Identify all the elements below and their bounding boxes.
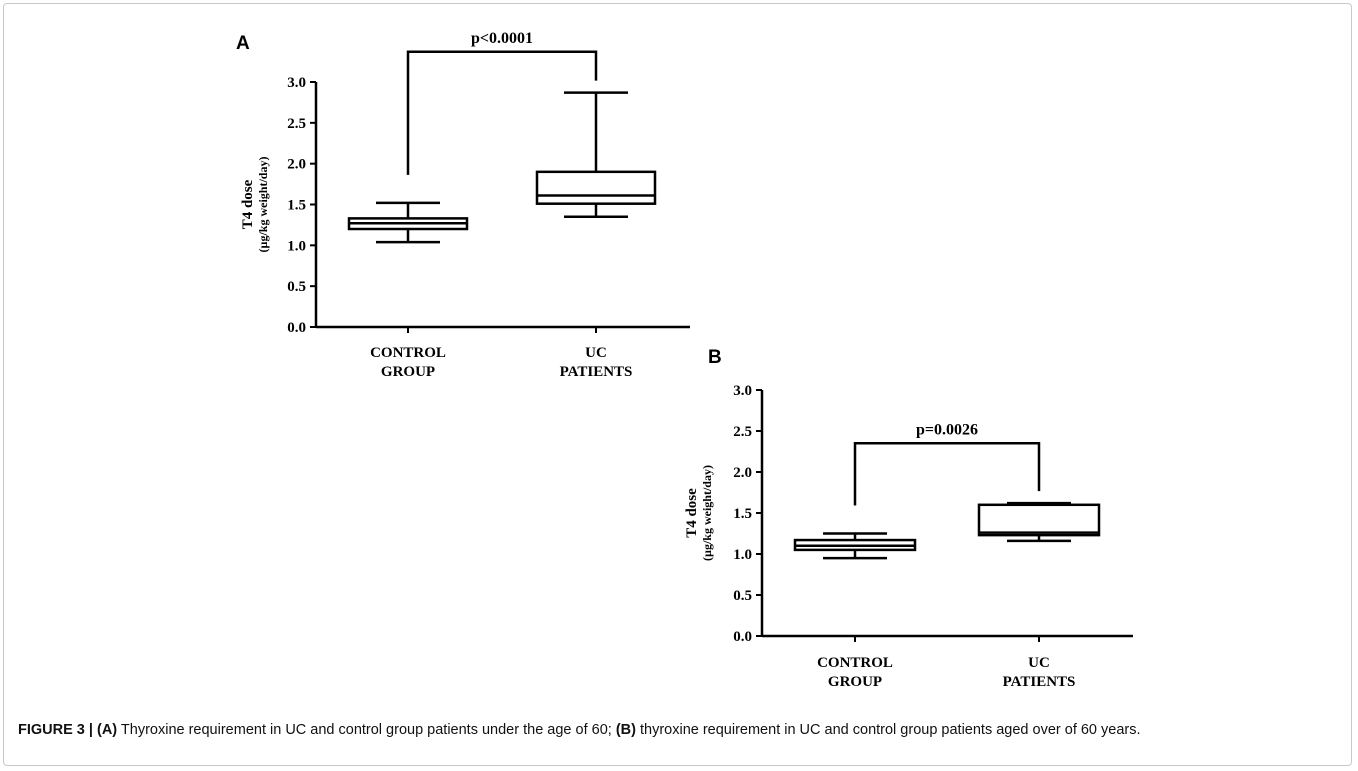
y-tick-label: 2.5 [733, 424, 752, 440]
y-tick-label: 0.0 [287, 320, 306, 336]
bracket-line [406, 50, 598, 175]
y-tick-label: 1.0 [733, 547, 752, 563]
significance-bracket: p<0.0001 [406, 30, 598, 175]
x-category-label: CONTROL [817, 655, 893, 671]
y-tick-label: 0.0 [733, 629, 752, 645]
p-value-label: p=0.0026 [916, 421, 978, 438]
box-control [793, 532, 917, 560]
caption-figure-label: FIGURE 3 | [18, 722, 93, 738]
y-tick-label: 2.0 [733, 465, 752, 481]
panel-b-label: B [708, 347, 722, 368]
y-tick-label: 3.0 [287, 75, 306, 91]
chart-panel-b: 0.0 0.5 1.0 1.5 2.0 2.5 3.0 CONTROL GROUP UC PATIE… [684, 383, 1133, 690]
x-category-label: GROUP [381, 364, 435, 380]
y-tick-label: 0.5 [733, 588, 752, 604]
y-axis-label-units: (µg/kg weight/day) [256, 157, 270, 253]
significance-bracket: p=0.0026 [853, 421, 1041, 506]
p-value-label: p<0.0001 [471, 30, 533, 47]
bracket-line [853, 442, 1041, 506]
y-tick-label: 1.5 [287, 198, 306, 214]
panel-a-label: A [236, 33, 250, 54]
x-category-label: PATIENTS [560, 364, 633, 380]
y-axis-label: T4 dose [684, 488, 700, 538]
y-axis-label-units: (µg/kg weight/day) [700, 465, 714, 561]
figure-frame [3, 3, 1352, 766]
x-category-label: UC [585, 345, 607, 361]
figure-caption: FIGURE 3 | (A) Thyroxine requirement in … [18, 721, 1338, 740]
caption-part-a-text: Thyroxine requirement in UC and control … [117, 722, 616, 738]
x-category-label: UC [1028, 655, 1050, 671]
y-tick-label: 1.0 [287, 238, 306, 254]
box-iqr [535, 170, 657, 205]
y-tick-label: 2.5 [287, 116, 306, 132]
y-axis-label: T4 dose [240, 179, 256, 229]
y-tick-label: 2.0 [287, 157, 306, 173]
x-category-label: CONTROL [370, 345, 446, 361]
caption-part-b-text: thyroxine requirement in UC and control … [635, 722, 1141, 738]
box-uc [535, 91, 657, 218]
y-tick-label: 0.5 [287, 279, 306, 295]
box-uc [977, 501, 1101, 543]
caption-part-a-tag: (A) [97, 722, 118, 738]
caption-part-b-tag: (B) [615, 722, 636, 738]
box-control [347, 201, 469, 244]
x-category-label: PATIENTS [1003, 674, 1076, 690]
x-category-label: GROUP [828, 674, 882, 690]
box-iqr [977, 503, 1101, 537]
y-tick-label: 3.0 [733, 383, 752, 399]
chart-panel-a: 0.0 0.5 1.0 1.5 2.0 2.5 3.0 CONTROL GROUP UC PATIE… [240, 30, 690, 380]
y-tick-label: 1.5 [733, 506, 752, 522]
